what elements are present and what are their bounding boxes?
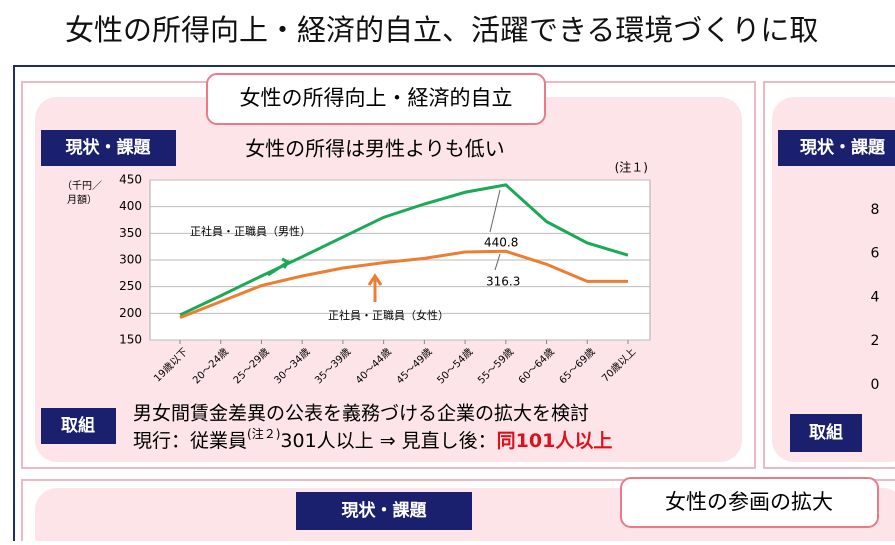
panel-label: 女性の所得向上・経済的自立 [240, 86, 513, 110]
action-text-part: 現行：従業員 [133, 430, 247, 452]
status-tag: 現状・課題 [800, 137, 886, 158]
outer-frame [13, 65, 895, 545]
status-tag: 現状・課題 [66, 137, 152, 158]
tick-label: 4 [871, 289, 880, 305]
y-label: 月額） [67, 193, 97, 206]
action-text-part: 301人以上 ⇒ 見直し後： [280, 430, 496, 452]
status-tag-box [41, 130, 176, 166]
superscript: (注２) [247, 426, 280, 441]
y-tick-label: 450 [119, 173, 142, 187]
panel-label-box [206, 73, 546, 125]
action-tag: 取組 [809, 422, 843, 443]
series-label: 正社員・正職員（女性） [328, 308, 449, 322]
chart-title: 女性の所得は男性よりも低い [245, 137, 505, 161]
y-label: （千円／ [62, 180, 102, 192]
y-tick-label: 200 [119, 306, 142, 320]
y-tick-label: 150 [119, 333, 142, 347]
tick-label: 8 [871, 202, 880, 218]
action-tag: 取組 [61, 415, 95, 436]
status-tag-box [296, 492, 472, 530]
panel-label-box [620, 477, 879, 528]
action-text: 男女間賃金差異の公表を義務づける企業の拡大を検討 [133, 403, 589, 425]
y-tick-label: 400 [119, 199, 142, 213]
tick-label: 2 [871, 333, 880, 349]
highlight: 同101人以上 [497, 430, 613, 452]
right-ticks: 8 6 4 2 0 [871, 202, 880, 393]
value-label: 440.8 [484, 236, 518, 250]
series-line [179, 249, 628, 319]
series-label: 正社員・正職員（男性） [190, 224, 311, 238]
series-line [179, 183, 629, 317]
panel-label: 女性の参画の拡大 [665, 490, 833, 514]
action-text: 現行：従業員(注２)301人以上 ⇒ 見直し後：同101人以上 [133, 426, 612, 452]
y-tick-label: 300 [119, 253, 142, 267]
tick-label: 0 [871, 377, 880, 393]
status-tag: 現状・課題 [342, 500, 428, 521]
value-label: 316.3 [486, 275, 520, 289]
tick-label: 6 [871, 246, 880, 262]
callout-line [494, 253, 501, 271]
y-tick-label: 250 [119, 279, 142, 293]
action-tag-box [41, 408, 116, 444]
y-tick-label: 350 [119, 226, 142, 240]
arrow [367, 273, 383, 302]
status-tag-box [778, 130, 895, 166]
callout-line [489, 189, 501, 233]
page-title: 女性の所得向上・経済的自立、活躍できる環境づくりに取 [65, 13, 818, 47]
chart-note: (注１) [615, 160, 648, 175]
action-tag-box [790, 414, 862, 452]
arrow [267, 257, 291, 277]
right-panel-bg [772, 97, 895, 462]
